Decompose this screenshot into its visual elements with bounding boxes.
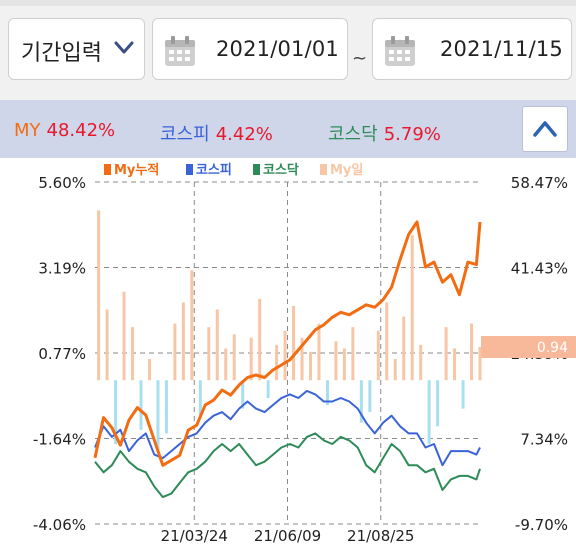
my-daily-bar xyxy=(105,309,109,381)
summary-kospi: 코스피 4.42% xyxy=(160,120,273,146)
return-chart: 5.60%58.47%3.19%41.43%0.77%24.39%-1.64%7… xyxy=(33,162,576,545)
start-date-value: 2021/01/01 xyxy=(215,37,339,61)
my-daily-bar xyxy=(393,359,397,381)
my-daily-bar xyxy=(241,380,245,409)
my-daily-bar xyxy=(359,380,363,423)
my-daily-bar xyxy=(215,309,219,381)
period-select-label: 기간입력 xyxy=(21,41,102,66)
legend-swatch xyxy=(320,164,327,175)
my-daily-bar xyxy=(317,323,321,381)
my-daily-bar xyxy=(232,334,236,381)
start-date-field[interactable]: 2021/01/01 xyxy=(152,18,348,80)
my-daily-bar xyxy=(300,337,304,381)
y-left-tick-label: -4.06% xyxy=(33,516,86,534)
summary-kosdaq-value: 5.79% xyxy=(383,124,441,145)
my-daily-bar xyxy=(368,380,372,413)
summary-kospi-value: 4.42% xyxy=(215,124,273,145)
my-daily-bar xyxy=(470,323,474,381)
y-right-tick-label: 58.47% xyxy=(511,174,568,192)
legend-swatch xyxy=(253,164,260,175)
x-tick-label: 21/03/24 xyxy=(161,527,228,545)
my-daily-bar xyxy=(478,346,482,381)
chevron-up-icon xyxy=(533,121,557,137)
my-daily-bar xyxy=(410,235,414,381)
my-daily-bar xyxy=(249,337,253,381)
my-daily-bar xyxy=(342,348,346,381)
my-daily-bar xyxy=(453,348,457,381)
y-left-tick-label: 0.77% xyxy=(38,345,86,363)
return-summary-bar: MY 48.42% 코스피 4.42% 코스닥 5.79% xyxy=(0,100,576,158)
my-daily-bar xyxy=(325,380,329,406)
end-date-field[interactable]: 2021/11/15 xyxy=(372,18,572,80)
my-daily-bar xyxy=(436,380,440,427)
my-daily-bar xyxy=(224,348,228,381)
summary-my: MY 48.42% xyxy=(14,120,115,141)
summary-my-label: MY xyxy=(14,120,41,141)
my-daily-bar xyxy=(156,380,160,452)
legend-label: My누적 xyxy=(114,162,159,178)
collapse-button[interactable] xyxy=(522,106,568,152)
my-daily-bar xyxy=(385,302,389,381)
summary-kosdaq: 코스닥 5.79% xyxy=(328,120,441,146)
chevron-down-icon xyxy=(114,41,134,54)
my-cumulative-line xyxy=(93,220,482,467)
y-right-tick-label: 7.34% xyxy=(520,431,568,449)
y-left-tick-label: 5.60% xyxy=(38,174,86,192)
x-tick-label: 21/06/09 xyxy=(254,527,321,545)
my-daily-bar xyxy=(258,298,262,381)
my-daily-bar xyxy=(207,327,211,381)
my-daily-bar xyxy=(427,380,431,444)
legend-swatch xyxy=(186,164,193,175)
date-filter-bar: 기간입력 2021/01/01 ~ xyxy=(0,0,576,100)
my-daily-bar xyxy=(275,344,279,381)
calendar-icon[interactable] xyxy=(383,34,417,68)
my-daily-bar xyxy=(181,302,185,381)
my-daily-bar xyxy=(444,327,448,381)
y-right-tick-label: -9.70% xyxy=(515,516,568,534)
end-date-value: 2021/11/15 xyxy=(439,37,563,61)
legend-label: 코스닥 xyxy=(263,162,299,178)
my-daily-bar xyxy=(147,359,151,381)
summary-kosdaq-label: 코스닥 xyxy=(328,124,378,145)
my-daily-bar xyxy=(164,380,168,434)
y-right-tick-label: 41.43% xyxy=(511,260,568,278)
y-left-tick-label: -1.64% xyxy=(33,431,86,449)
current-value-badge-label: 0.94 xyxy=(537,340,568,356)
my-daily-bar xyxy=(131,327,135,381)
my-daily-bar xyxy=(266,380,270,398)
my-daily-bar xyxy=(461,380,465,409)
summary-kospi-label: 코스피 xyxy=(160,124,210,145)
my-daily-bar xyxy=(190,270,194,381)
my-daily-bar xyxy=(334,341,338,381)
calendar-icon[interactable] xyxy=(163,34,197,68)
my-daily-bar xyxy=(292,305,296,381)
current-value-badge xyxy=(481,335,576,358)
my-daily-bar xyxy=(402,316,406,381)
legend-swatch xyxy=(104,164,111,175)
my-daily-bar xyxy=(419,344,423,381)
my-daily-bar xyxy=(114,380,118,444)
x-tick-label: 21/08/25 xyxy=(347,527,414,545)
y-left-tick-label: 3.19% xyxy=(38,260,86,278)
my-daily-bar xyxy=(173,323,177,381)
legend-label: 코스피 xyxy=(196,163,232,178)
summary-my-value: 48.42% xyxy=(46,120,116,141)
legend-label: My일 xyxy=(330,163,363,178)
my-daily-bar xyxy=(198,380,202,416)
my-daily-bar xyxy=(351,327,355,381)
kosdaq-line xyxy=(94,432,481,499)
my-daily-bar xyxy=(139,380,143,430)
period-select[interactable]: 기간입력 xyxy=(8,18,145,80)
my-daily-bar xyxy=(122,291,126,381)
date-range-separator: ~ xyxy=(352,48,368,69)
my-daily-bar xyxy=(97,210,101,381)
my-daily-bar xyxy=(309,351,313,381)
my-daily-bar xyxy=(283,330,287,381)
my-daily-bar xyxy=(376,330,380,381)
